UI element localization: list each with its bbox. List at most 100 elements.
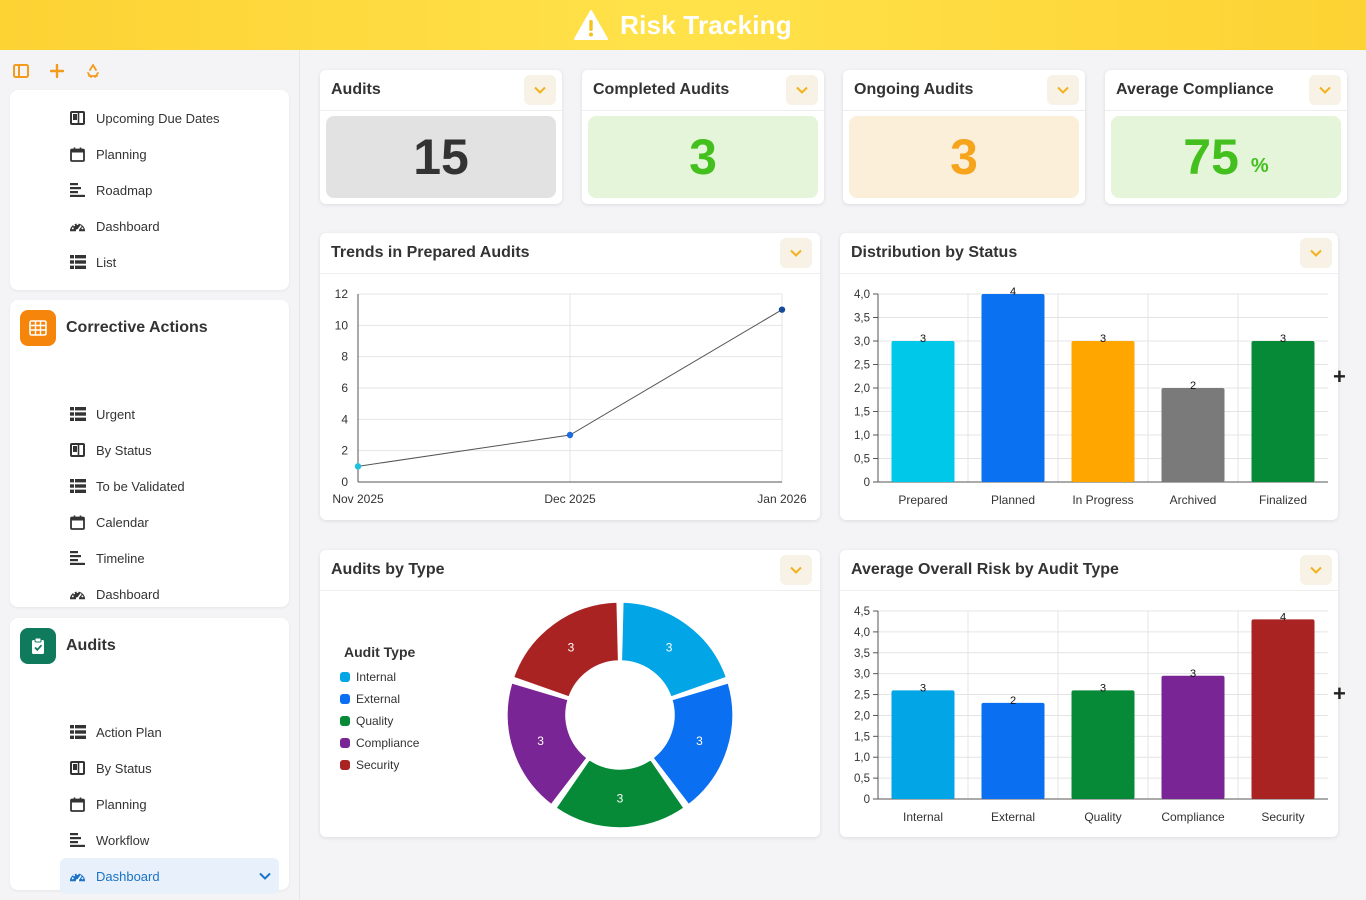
add-icon[interactable]: + <box>1333 364 1346 389</box>
audits-by-type-card: Audits by Type Audit Type Internal Extern… <box>320 550 820 837</box>
sidebar-item-workflow[interactable]: Workflow <box>60 822 279 858</box>
x-tick-label: Nov 2025 <box>332 492 384 506</box>
legend-item[interactable]: Compliance <box>340 736 419 750</box>
sidebar-item-action-plan[interactable]: Action Plan <box>60 714 279 750</box>
sidebar-item-dashboard[interactable]: Dashboard <box>60 858 279 894</box>
legend-label: Quality <box>356 714 394 728</box>
card-menu-button[interactable] <box>786 75 818 105</box>
sidebar-item-label: Workflow <box>96 832 150 848</box>
card-menu-button[interactable] <box>1300 238 1332 268</box>
sidebar-item-to-be-validated[interactable]: To be Validated <box>60 468 279 504</box>
legend-swatch <box>340 738 350 748</box>
data-label: 3 <box>920 333 926 345</box>
group-title: Audits <box>66 637 116 654</box>
board-icon <box>69 442 86 459</box>
sidebar-item-roadmap[interactable]: Roadmap <box>60 172 279 208</box>
x-tick-label: Dec 2025 <box>544 492 596 506</box>
sidebar-item-label: Dashboard <box>96 586 160 602</box>
board-icon <box>69 110 86 127</box>
sidebar-item-label: Dashboard <box>96 218 160 234</box>
group-header[interactable]: Audits <box>20 628 116 664</box>
y-tick-label: 8 <box>341 350 348 364</box>
x-tick-label: Internal <box>903 810 943 824</box>
x-tick-label: External <box>991 810 1035 824</box>
group-header[interactable]: Corrective Actions <box>20 310 208 346</box>
y-tick-label: 2,5 <box>854 690 870 702</box>
sidebar-item-label: By Status <box>96 442 152 458</box>
sidebar-item-list[interactable]: List <box>60 244 279 280</box>
sidebar-item-planning[interactable]: Planning <box>60 136 279 172</box>
sidebar-item-calendar[interactable]: Calendar <box>60 504 279 540</box>
data-label: 2 <box>1190 380 1196 392</box>
sidebar-item-by-status[interactable]: By Status <box>60 432 279 468</box>
y-tick-label: 2,5 <box>854 360 870 372</box>
line-chart: 0 2 4 6 8 10 12 Nov 2025 Dec 2025 Jan 2026 <box>332 287 807 506</box>
sidebar-item-dashboard[interactable]: Dashboard <box>60 208 279 244</box>
sidebar-item-timeline[interactable]: Timeline <box>60 540 279 576</box>
sidebar-item-by-status[interactable]: By Status <box>60 750 279 786</box>
legend-item[interactable]: Security <box>340 758 399 772</box>
legend-item[interactable]: Quality <box>340 714 393 728</box>
trends-card: Trends in Prepared Audits 0 2 4 6 8 10 12 Nov 2… <box>320 233 820 520</box>
add-icon[interactable]: + <box>1333 681 1346 706</box>
card-menu-button[interactable] <box>1047 75 1079 105</box>
donut-chart: 3 3 3 3 3 <box>506 601 734 829</box>
warning-icon <box>574 10 609 40</box>
kpi-title: Completed Audits <box>593 81 730 98</box>
bar <box>981 702 1045 799</box>
x-tick-label: Archived <box>1170 493 1217 507</box>
kpi-value: 3 <box>689 129 717 185</box>
data-point <box>566 431 574 439</box>
y-tick-label: 0,5 <box>854 454 870 466</box>
y-tick-label: 0,5 <box>854 773 870 785</box>
plus-icon[interactable] <box>46 60 68 82</box>
list-icon <box>69 724 86 741</box>
data-label: 3 <box>1100 682 1106 694</box>
kpi-value-box: 75% <box>1111 116 1341 198</box>
legend-title: Audit Type <box>344 644 416 660</box>
y-tick-label: 1,0 <box>854 752 870 764</box>
sidebar-item-action-plan[interactable]: Action Plan <box>60 894 279 900</box>
data-label: 4 <box>1280 611 1286 623</box>
kpi-card: Average Compliance 75% <box>1105 70 1347 204</box>
roadmap-icon <box>69 550 86 567</box>
chevron-down-icon <box>796 86 808 94</box>
y-tick-label: 0 <box>341 475 348 489</box>
sidebar-item-urgent[interactable]: Urgent <box>60 396 279 432</box>
sidebar-item-dashboard[interactable]: Dashboard <box>60 576 279 612</box>
y-tick-label: 12 <box>335 287 349 301</box>
legend-label: Internal <box>356 670 397 684</box>
kpi-title: Audits <box>331 81 381 98</box>
card-menu-button[interactable] <box>780 238 812 268</box>
y-tick-label: 3,5 <box>854 313 870 325</box>
card-menu-button[interactable] <box>1309 75 1341 105</box>
panel-icon[interactable] <box>10 60 32 82</box>
legend-item[interactable]: External <box>340 692 400 706</box>
recycle-icon[interactable] <box>82 60 104 82</box>
sidebar-item-planning[interactable]: Planning <box>60 786 279 822</box>
chevron-down-icon[interactable] <box>259 868 271 883</box>
page-title: Risk Tracking <box>620 9 792 40</box>
card-menu-button[interactable] <box>1300 555 1332 585</box>
clipboard-check-icon <box>20 628 56 664</box>
legend-swatch <box>340 760 350 770</box>
data-label: 3 <box>1100 333 1106 345</box>
sidebar-item-label: By Status <box>96 760 152 776</box>
roadmap-icon <box>69 182 86 199</box>
x-tick-label: Prepared <box>898 493 947 507</box>
group-title: Corrective Actions <box>66 319 208 336</box>
sidebar-item-label: Planning <box>96 146 147 162</box>
data-point <box>778 306 786 313</box>
sidebar-item-upcoming-due-dates[interactable]: Upcoming Due Dates <box>60 100 279 136</box>
legend-swatch <box>340 716 350 726</box>
legend-item[interactable]: Internal <box>340 670 396 684</box>
pie-slice <box>555 758 685 829</box>
sidebar-group-views: Upcoming Due Dates Planning Roadmap Dashboa… <box>10 90 289 290</box>
sidebar-group-corrective-actions: Corrective Actions Urgent By Status To be … <box>10 300 289 638</box>
card-menu-button[interactable] <box>524 75 556 105</box>
y-tick-label: 2,0 <box>854 710 870 722</box>
card-menu-button[interactable] <box>780 555 812 585</box>
slice-label: 3 <box>666 640 673 654</box>
card-title: Trends in Prepared Audits <box>331 244 530 261</box>
x-tick-label: Finalized <box>1259 493 1307 507</box>
